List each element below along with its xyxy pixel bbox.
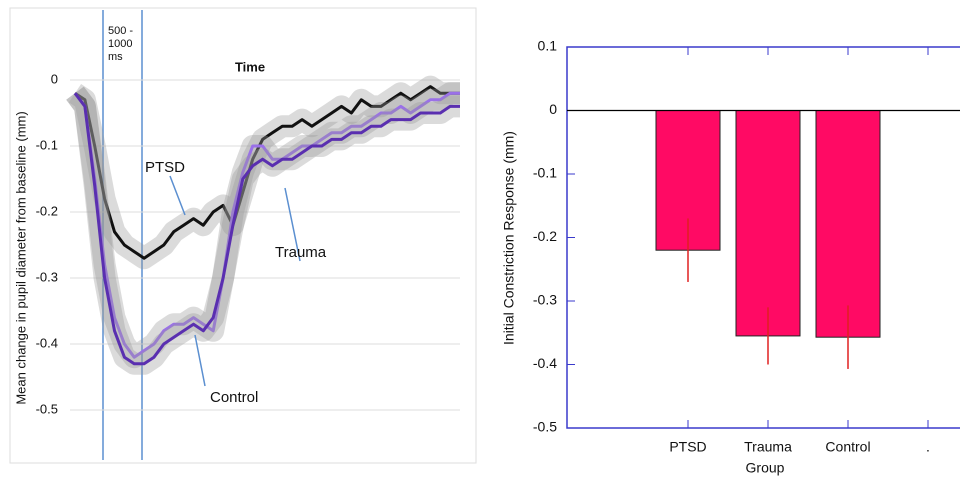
callout-arrow	[194, 334, 206, 387]
y-tick-label: 0	[549, 101, 557, 117]
callout-arrow	[284, 187, 301, 262]
series-label: Control	[210, 389, 258, 406]
series-label: PTSD	[145, 159, 185, 176]
y-tick-label: -0.2	[36, 203, 58, 218]
y-tick-label: -0.4	[36, 335, 58, 350]
panel-frame	[9, 7, 477, 464]
y-tick-label: -0.2	[533, 228, 557, 244]
annotation: 500 - 1000 ms	[108, 25, 134, 63]
y-label: Mean change in pupil diameter from basel…	[13, 111, 28, 404]
x-label: Group	[746, 460, 785, 476]
y-tick-label: -0.1	[36, 137, 58, 152]
y-tick-label: -0.1	[533, 165, 557, 181]
series-label: Trauma	[275, 244, 327, 261]
y-tick-label: 0.1	[538, 38, 558, 54]
y-tick-label: -0.5	[36, 401, 58, 416]
line	[74, 85, 460, 260]
line	[73, 92, 460, 366]
line	[73, 91, 460, 359]
x-tick-label: Control	[825, 439, 870, 455]
bar	[815, 110, 881, 338]
y-tick-label: -0.5	[533, 419, 557, 435]
y-tick-label: -0.3	[36, 269, 58, 284]
x-label: Time	[235, 59, 265, 74]
callout-arrow	[169, 175, 186, 216]
x-tick-label: PTSD	[669, 439, 706, 455]
bar	[735, 110, 801, 337]
y-tick-label: 0	[51, 71, 58, 86]
y-tick-label: -0.4	[533, 355, 557, 371]
x-tick-label: .	[926, 439, 930, 455]
x-tick-label: Trauma	[744, 439, 792, 455]
y-label: Initial Constriction Response (mm)	[501, 131, 517, 345]
y-tick-label: -0.3	[533, 292, 557, 308]
